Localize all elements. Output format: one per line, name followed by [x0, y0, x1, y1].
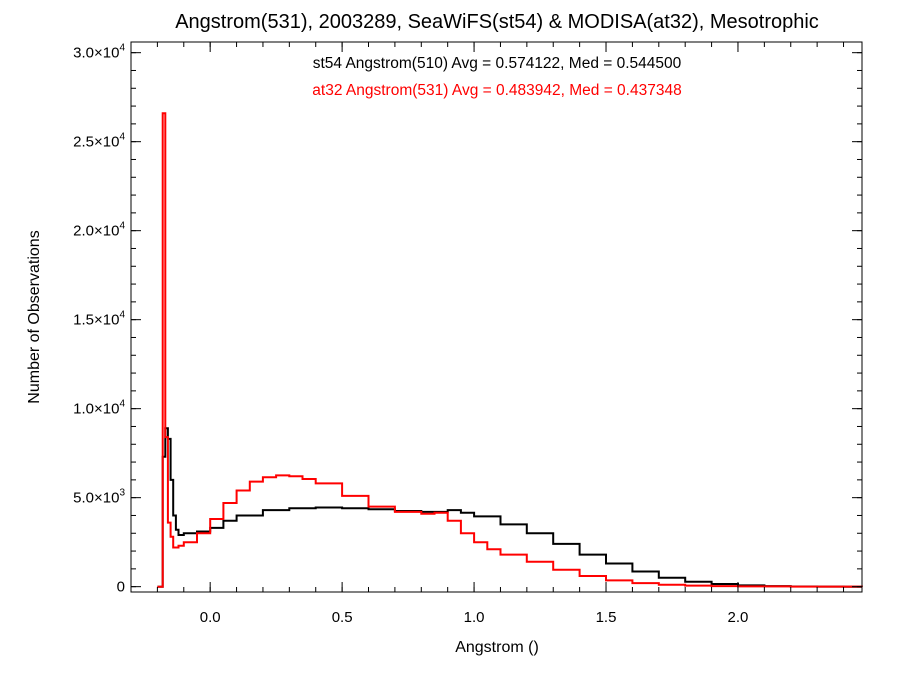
series-line-st54 — [157, 427, 862, 588]
series-annotation-at32: at32 Angstrom(531) Avg = 0.483942, Med =… — [312, 82, 681, 99]
ticks-layer: 0.0 0.5 1.0 1.5 2.0 0 5.0×103 1.0×104 1.5×104 2.0… — [73, 42, 862, 626]
y-axis-label: Number of Observations — [26, 230, 43, 403]
chart-title: Angstrom(531), 2003289, SeaWiFS(st54) & … — [175, 11, 819, 33]
x-tick-label: 0.5 — [332, 609, 353, 626]
y-tick-label: 5.0×103 — [73, 488, 125, 507]
y-tick-label: 0 — [117, 579, 125, 596]
plot-frame — [130, 41, 863, 593]
y-tick-label: 2.5×104 — [73, 132, 125, 151]
x-axis-label: Angstrom () — [455, 639, 539, 656]
x-tick-label: 0.0 — [200, 609, 221, 626]
y-tick-label: 2.0×104 — [73, 221, 125, 240]
y-tick-label: 3.0×104 — [73, 43, 125, 62]
x-tick-label: 1.5 — [596, 609, 617, 626]
x-tick-label: 2.0 — [728, 609, 749, 626]
series-layer — [157, 112, 863, 588]
y-tick-label: 1.0×104 — [73, 399, 125, 418]
series-line-at32 — [157, 112, 863, 588]
series-annotation-st54: st54 Angstrom(510) Avg = 0.574122, Med =… — [313, 55, 682, 72]
x-tick-label: 1.0 — [464, 609, 485, 626]
y-tick-label: 1.5×104 — [73, 310, 125, 329]
